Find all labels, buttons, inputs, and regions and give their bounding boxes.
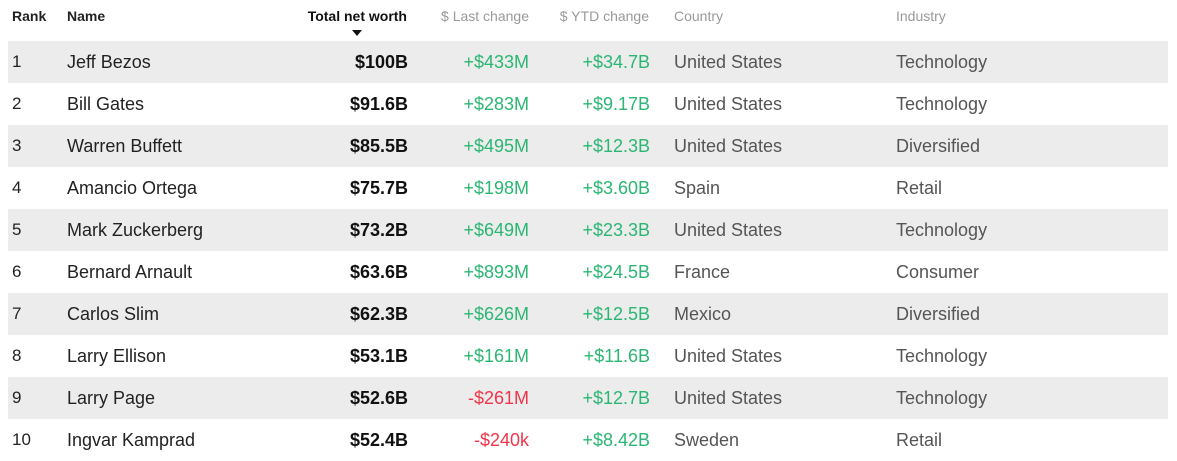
rank-cell: 7 — [12, 304, 22, 323]
ytd-change-cell: +$12.3B — [582, 136, 650, 156]
last-change-cell: -$240k — [473, 430, 529, 450]
ytd-change-cell: +$12.7B — [582, 388, 650, 408]
ytd-change-cell: +$23.3B — [582, 220, 650, 240]
ytd-change-cell: +$3.60B — [582, 178, 650, 198]
country-cell: Mexico — [674, 304, 732, 324]
table-row[interactable]: 9 Larry Page $52.6B -$261M +$12.7B United Sta… — [8, 377, 1168, 419]
rank-cell: 9 — [12, 388, 22, 407]
industry-cell: Technology — [896, 94, 988, 114]
rank-cell: 2 — [12, 94, 22, 113]
table-header: Rank Name Total net worth $ Last change … — [0, 0, 1177, 41]
name-cell: Larry Ellison — [67, 346, 167, 366]
net-worth-cell: $75.7B — [349, 178, 408, 198]
table-body: 1 Jeff Bezos $100B +$433M +$34.7B United Stat… — [8, 41, 1168, 461]
last-change-cell: +$649M — [463, 220, 529, 240]
name-cell: Bill Gates — [67, 94, 145, 114]
table-row[interactable]: 5 Mark Zuckerberg $73.2B +$649M +$23.3B Unite… — [8, 209, 1168, 251]
industry-cell: Technology — [896, 52, 988, 72]
column-header-country[interactable]: Country — [674, 8, 724, 24]
industry-cell: Consumer — [896, 262, 980, 282]
column-header-total-net-worth[interactable]: Total net worth — [307, 8, 407, 24]
country-cell: United States — [674, 220, 783, 240]
industry-cell: Technology — [896, 346, 988, 366]
net-worth-cell: $52.4B — [349, 430, 408, 450]
name-cell: Larry Page — [67, 388, 156, 408]
column-header-last-change[interactable]: $ Last change — [441, 8, 529, 24]
name-cell: Jeff Bezos — [67, 52, 151, 72]
name-cell: Amancio Ortega — [67, 178, 198, 198]
name-cell: Ingvar Kamprad — [67, 430, 196, 450]
net-worth-cell: $91.6B — [349, 94, 408, 114]
rank-cell: 10 — [12, 430, 31, 449]
sort-descending-icon[interactable] — [352, 30, 362, 36]
name-cell: Bernard Arnault — [67, 262, 193, 282]
table-row[interactable]: 4 Amancio Ortega $75.7B +$198M +$3.60B Spain R… — [8, 167, 1168, 209]
name-cell: Mark Zuckerberg — [67, 220, 204, 240]
last-change-cell: +$893M — [463, 262, 529, 282]
column-header-ytd-change[interactable]: $ YTD change — [559, 8, 649, 24]
last-change-cell: +$433M — [463, 52, 529, 72]
column-header-rank[interactable]: Rank — [12, 8, 47, 24]
rank-cell: 1 — [12, 52, 22, 71]
table-row[interactable]: 3 Warren Buffett $85.5B +$495M +$12.3B United… — [8, 125, 1168, 167]
table-row[interactable]: 2 Bill Gates $91.6B +$283M +$9.17B United Sta… — [8, 83, 1168, 125]
country-cell: Spain — [674, 178, 721, 198]
ytd-change-cell: +$34.7B — [582, 52, 650, 72]
net-worth-cell: $52.6B — [349, 388, 408, 408]
industry-cell: Retail — [896, 430, 943, 450]
name-cell: Warren Buffett — [67, 136, 183, 156]
table-row[interactable]: 8 Larry Ellison $53.1B +$161M +$11.6B United … — [8, 335, 1168, 377]
ytd-change-cell: +$8.42B — [582, 430, 650, 450]
table-row[interactable]: 6 Bernard Arnault $63.6B +$893M +$24.5B Franc… — [8, 251, 1168, 293]
country-cell: United States — [674, 136, 783, 156]
net-worth-cell: $85.5B — [349, 136, 408, 156]
industry-cell: Diversified — [896, 304, 981, 324]
industry-cell: Technology — [896, 220, 988, 240]
country-cell: United States — [674, 388, 783, 408]
country-cell: United States — [674, 346, 783, 366]
name-cell: Carlos Slim — [67, 304, 160, 324]
last-change-cell: +$283M — [463, 94, 529, 114]
last-change-cell: +$626M — [463, 304, 529, 324]
rank-cell: 8 — [12, 346, 22, 365]
column-header-industry[interactable]: Industry — [896, 8, 946, 24]
table-row[interactable]: 1 Jeff Bezos $100B +$433M +$34.7B United Stat… — [8, 41, 1168, 83]
last-change-cell: +$198M — [463, 178, 529, 198]
industry-cell: Diversified — [896, 136, 981, 156]
net-worth-cell: $62.3B — [349, 304, 408, 324]
country-cell: Sweden — [674, 430, 740, 450]
ytd-change-cell: +$12.5B — [582, 304, 650, 324]
table-row[interactable]: 10 Ingvar Kamprad $52.4B -$240k +$8.42B Swede… — [8, 419, 1168, 461]
industry-cell: Retail — [896, 178, 943, 198]
net-worth-cell: $53.1B — [349, 346, 408, 366]
country-cell: France — [674, 262, 731, 282]
rank-cell: 5 — [12, 220, 22, 239]
ytd-change-cell: +$11.6B — [583, 346, 650, 366]
last-change-cell: -$261M — [467, 388, 529, 408]
column-header-name[interactable]: Name — [67, 8, 106, 24]
ytd-change-cell: +$24.5B — [582, 262, 650, 282]
country-cell: United States — [674, 52, 783, 72]
rank-cell: 3 — [12, 136, 22, 155]
net-worth-cell: $100B — [354, 52, 408, 72]
rank-cell: 6 — [12, 262, 22, 281]
rank-cell: 4 — [12, 178, 22, 197]
table-row[interactable]: 7 Carlos Slim $62.3B +$626M +$12.5B Mexico Div… — [8, 293, 1168, 335]
last-change-cell: +$161M — [463, 346, 529, 366]
industry-cell: Technology — [896, 388, 988, 408]
ytd-change-cell: +$9.17B — [582, 94, 650, 114]
country-cell: United States — [674, 94, 783, 114]
net-worth-cell: $73.2B — [349, 220, 408, 240]
last-change-cell: +$495M — [463, 136, 529, 156]
net-worth-cell: $63.6B — [349, 262, 408, 282]
